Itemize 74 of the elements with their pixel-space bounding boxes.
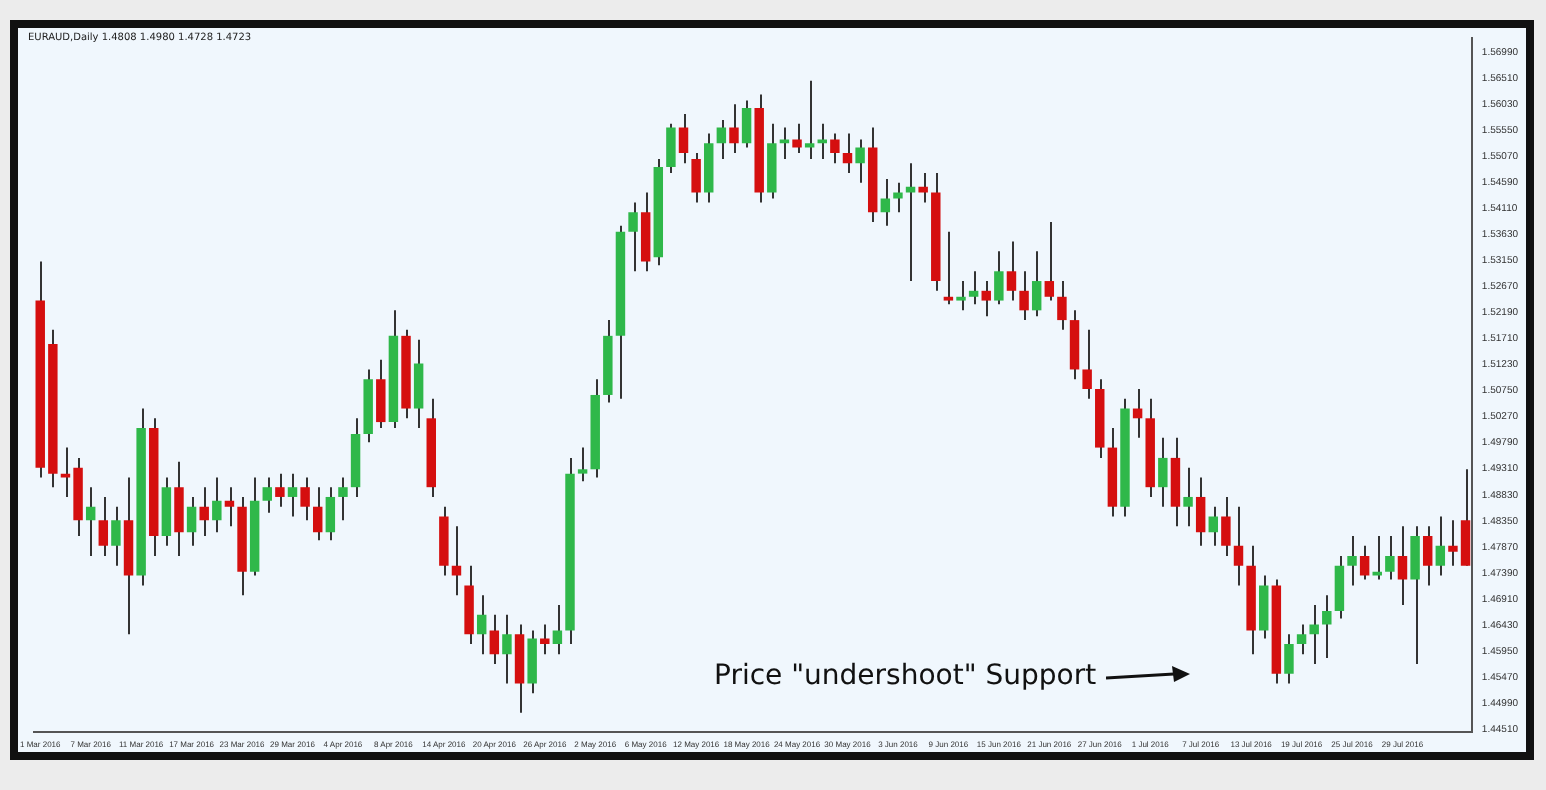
candlestick: [804, 79, 815, 160]
candlestick: [956, 280, 966, 312]
candlestick: [1259, 574, 1269, 640]
candlestick: [729, 103, 739, 155]
candlestick: [1410, 525, 1420, 666]
candlestick: [968, 270, 979, 306]
candlestick: [1284, 633, 1294, 685]
candlestick: [186, 495, 197, 547]
candlestick: [943, 230, 954, 306]
candlestick: [552, 603, 563, 656]
candlestick: [262, 476, 273, 514]
candlestick: [1195, 476, 1206, 547]
candlestick: [527, 629, 537, 695]
candlestick: [1019, 270, 1029, 322]
candlestick: [1296, 623, 1307, 656]
candlestick: [111, 505, 121, 567]
candlestick: [855, 138, 865, 184]
candlestick: [779, 126, 790, 160]
candlestick: [489, 613, 500, 666]
candlestick: [1057, 280, 1067, 331]
candlestick: [313, 486, 323, 542]
candlestick: [1372, 535, 1382, 581]
candlestick: [880, 178, 891, 227]
candlestick: [981, 280, 991, 318]
candlestick: [1435, 515, 1446, 577]
candlestick: [98, 495, 109, 558]
candlestick: [1359, 544, 1370, 581]
candlestick: [716, 118, 727, 160]
candlestick: [85, 486, 96, 558]
candlestick: [691, 152, 701, 204]
candlestick: [224, 486, 235, 528]
candlestick: [1221, 495, 1231, 558]
candlestick: [741, 99, 752, 149]
candlestick: [476, 594, 487, 656]
candlestick: [628, 201, 638, 273]
candlestick: [830, 132, 840, 165]
candlestick: [300, 476, 310, 522]
candlestick: [199, 486, 209, 538]
candlestick: [1309, 603, 1319, 666]
candlestick: [338, 476, 348, 522]
candlestick: [678, 112, 689, 165]
candlestick: [1183, 466, 1193, 528]
candlestick: [1208, 505, 1219, 547]
candlestick: [174, 460, 184, 558]
candlestick: [287, 472, 298, 518]
candlestick: [817, 122, 827, 160]
candlestick: [1334, 555, 1345, 620]
candlestick: [212, 476, 222, 534]
annotation: Price "undershoot" Support: [714, 660, 1097, 692]
candlestick: [1044, 220, 1055, 302]
candlestick: [1006, 240, 1017, 302]
candlestick: [451, 525, 462, 597]
candlestick: [1233, 505, 1244, 587]
candlestick: [1031, 250, 1042, 318]
candlestick: [905, 162, 916, 283]
candlestick: [842, 132, 853, 175]
candlestick: [1158, 436, 1168, 508]
candlestick: [577, 446, 588, 483]
candlestick: [502, 613, 512, 685]
candlestick: [1347, 535, 1357, 587]
candlestick: [1082, 328, 1092, 400]
candlestick: [893, 181, 903, 214]
candlestick: [792, 122, 802, 155]
candlestick: [275, 472, 285, 508]
candlestick: [666, 122, 676, 175]
candlestick: [1397, 525, 1408, 606]
candlestick: [1422, 525, 1433, 587]
candlestick: [994, 250, 1004, 306]
candlestick: [1322, 594, 1332, 660]
candlestick: [376, 358, 386, 430]
candlestick: [325, 486, 336, 542]
candlestick: [413, 338, 424, 430]
candlestick: [1385, 535, 1395, 581]
candlestick: [918, 172, 928, 204]
